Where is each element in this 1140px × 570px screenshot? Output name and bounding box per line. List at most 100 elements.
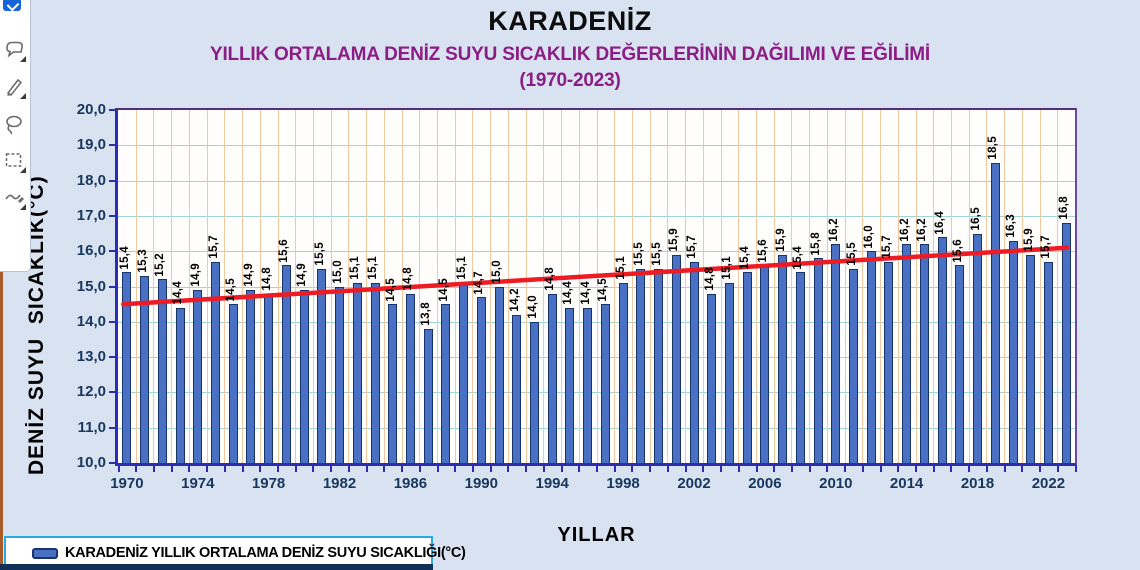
gridline-vertical bbox=[277, 110, 279, 463]
bar-value-label: 18,5 bbox=[987, 136, 1000, 160]
ink-pen-tool-icon[interactable] bbox=[3, 187, 27, 211]
x-tick bbox=[1039, 466, 1042, 472]
bar-2003 bbox=[707, 293, 717, 463]
gridline-vertical bbox=[649, 110, 651, 463]
x-tick bbox=[312, 466, 315, 472]
bar-2006 bbox=[760, 265, 770, 463]
y-tick bbox=[109, 144, 118, 147]
bar-2015 bbox=[919, 244, 929, 463]
bar-1986 bbox=[405, 293, 415, 463]
bar-2022 bbox=[1043, 261, 1053, 463]
bar-value-label: 15,5 bbox=[313, 242, 326, 266]
gridline-vertical bbox=[631, 110, 633, 463]
bar-2005 bbox=[742, 272, 752, 463]
gridline-vertical bbox=[206, 110, 208, 463]
pencil-tool-icon[interactable] bbox=[3, 76, 27, 100]
x-tick-label: 1974 bbox=[181, 475, 215, 492]
bar-1987 bbox=[423, 328, 433, 463]
chart-period: (1970-2023) bbox=[519, 70, 621, 91]
bar-value-label: 14,8 bbox=[544, 267, 557, 291]
bar-value-label: 15,4 bbox=[118, 245, 131, 270]
gridline-vertical bbox=[135, 110, 137, 463]
bar-1998 bbox=[618, 283, 628, 463]
bottom-strip bbox=[0, 564, 433, 570]
drawing-toolbar bbox=[0, 0, 31, 272]
bar-value-label: 15,7 bbox=[1040, 235, 1053, 259]
bar-value-label: 14,5 bbox=[384, 277, 397, 302]
select-rectangle-tool-icon[interactable] bbox=[3, 150, 27, 174]
gridline-vertical bbox=[1004, 110, 1006, 463]
gridline-vertical bbox=[525, 110, 527, 463]
y-tick bbox=[109, 320, 118, 323]
y-tick bbox=[109, 179, 118, 182]
lasso-tool-icon[interactable] bbox=[3, 113, 27, 137]
gridline-vertical bbox=[844, 110, 846, 463]
bar-value-label: 15,6 bbox=[951, 238, 964, 263]
bar-2023 bbox=[1061, 223, 1071, 463]
x-tick-label: 2006 bbox=[748, 475, 782, 492]
bar-1991 bbox=[494, 286, 504, 463]
bar-value-label: 15,1 bbox=[367, 256, 379, 280]
x-tick-label: 2002 bbox=[677, 475, 711, 492]
x-tick-label: 1978 bbox=[251, 475, 286, 492]
bar-value-label: 15,9 bbox=[668, 228, 681, 252]
gridline-vertical bbox=[507, 110, 509, 463]
x-tick bbox=[950, 466, 953, 472]
bar-value-label: 14,4 bbox=[561, 281, 574, 305]
bar-value-label: 14,4 bbox=[172, 281, 184, 305]
gridline-vertical bbox=[915, 110, 917, 463]
gridline-vertical bbox=[986, 110, 988, 463]
y-tick bbox=[109, 426, 118, 429]
bar-value-label: 15,5 bbox=[845, 242, 858, 266]
y-tick bbox=[109, 462, 118, 464]
x-tick bbox=[1074, 466, 1077, 472]
y-tick-label: 12,0 bbox=[76, 383, 106, 401]
x-tick-label: 2018 bbox=[960, 475, 995, 492]
bar-value-label: 14,9 bbox=[296, 263, 309, 287]
bar-2008 bbox=[795, 272, 805, 463]
y-tick-label: 17,0 bbox=[76, 206, 106, 224]
gridline-vertical bbox=[809, 110, 811, 463]
bar-value-label: 16,2 bbox=[916, 217, 929, 242]
bar-1999 bbox=[636, 268, 646, 463]
x-tick bbox=[542, 466, 545, 472]
bar-1977 bbox=[246, 290, 256, 463]
x-tick bbox=[383, 466, 386, 472]
bar-1975 bbox=[211, 261, 220, 463]
chart-subtitle: YILLIK ORTALAMA DENİZ SUYU SICAKLIK DEĞE… bbox=[209, 44, 930, 65]
x-axis-title: YILLAR bbox=[557, 524, 636, 546]
bar-value-label: 15,7 bbox=[686, 235, 698, 259]
x-tick bbox=[507, 466, 510, 472]
gridline-vertical bbox=[933, 110, 935, 463]
x-tick bbox=[418, 466, 421, 472]
x-tick bbox=[525, 466, 528, 472]
x-tick bbox=[365, 466, 368, 472]
x-tick bbox=[294, 466, 297, 472]
bar-2019 bbox=[990, 162, 1000, 463]
bar-value-label: 15,1 bbox=[455, 256, 468, 280]
bar-2014 bbox=[902, 244, 912, 463]
x-tick bbox=[135, 466, 138, 472]
bar-1973 bbox=[175, 307, 185, 463]
bar-2002 bbox=[689, 261, 699, 463]
app-badge-icon[interactable] bbox=[3, 0, 27, 26]
bar-1971 bbox=[140, 275, 150, 463]
y-tick bbox=[109, 109, 118, 111]
bar-1970 bbox=[122, 272, 132, 463]
bar-value-label: 15,7 bbox=[880, 235, 893, 259]
bar-value-label: 16,5 bbox=[969, 207, 982, 231]
bar-1995 bbox=[565, 307, 575, 463]
gridline-vertical bbox=[366, 110, 368, 463]
gridline-vertical bbox=[153, 110, 155, 463]
bar-value-label: 14,8 bbox=[402, 267, 415, 291]
x-tick-label: 2022 bbox=[1031, 475, 1066, 492]
shape-callout-tool-icon[interactable] bbox=[3, 39, 27, 63]
bar-value-label: 14,5 bbox=[437, 277, 450, 302]
x-tick bbox=[720, 466, 723, 472]
bar-value-label: 15,4 bbox=[739, 245, 752, 270]
bar-value-label: 14,7 bbox=[473, 270, 486, 295]
bar-2016 bbox=[937, 237, 947, 463]
x-tick bbox=[170, 466, 173, 472]
gridline-vertical bbox=[968, 110, 970, 463]
